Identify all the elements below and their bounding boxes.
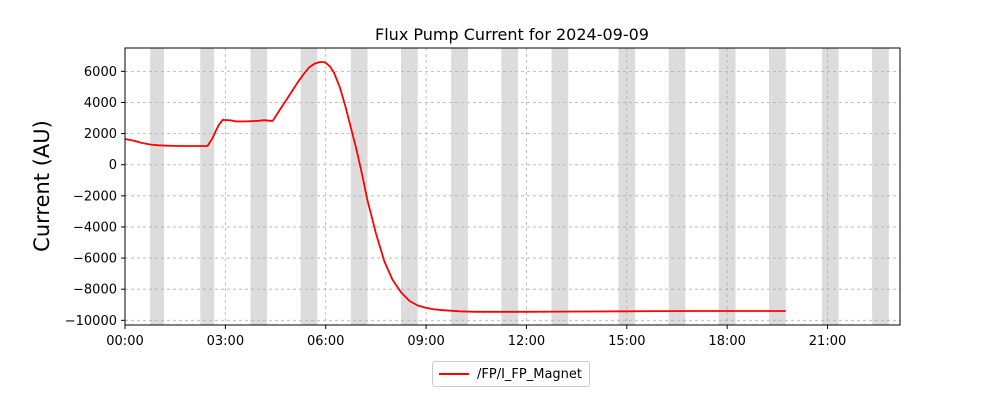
y-tick-label: −2000 [73, 189, 117, 204]
shaded-band [350, 48, 368, 325]
y-tick-label: 6000 [84, 65, 117, 80]
shaded-band [768, 48, 786, 325]
chart-title: Flux Pump Current for 2024-09-09 [375, 25, 649, 44]
shaded-band [451, 48, 468, 325]
legend: /FP/I_FP_Magnet [432, 361, 590, 387]
shaded-band [250, 48, 268, 325]
x-tick-label: 09:00 [407, 334, 444, 349]
series-line [124, 61, 786, 313]
x-tick-label: 15:00 [608, 334, 645, 349]
shaded-band [400, 48, 418, 325]
y-tick-label: 4000 [84, 96, 117, 111]
x-tick-label: 18:00 [708, 334, 745, 349]
shaded-band [501, 48, 519, 325]
y-axis-label: Current (AU) [30, 120, 54, 252]
legend-label: /FP/I_FP_Magnet [477, 366, 582, 382]
y-tick-label: 2000 [84, 127, 117, 142]
shaded-band [551, 48, 569, 325]
shaded-band [668, 48, 686, 325]
legend-swatch [439, 373, 469, 375]
x-tick-label: 06:00 [307, 334, 344, 349]
y-tick-label: 0 [109, 158, 117, 173]
shaded-band [150, 48, 165, 325]
shaded-band [821, 48, 839, 325]
y-tick-label: −8000 [73, 283, 117, 298]
x-tick-label: 21:00 [809, 334, 846, 349]
shaded-band [872, 48, 889, 325]
x-tick-label: 00:00 [106, 334, 143, 349]
y-tick-label: −10000 [65, 314, 117, 329]
shaded-band [200, 48, 215, 325]
shaded-band [300, 48, 318, 325]
x-tick-label: 12:00 [508, 334, 545, 349]
plot-frame [124, 47, 901, 326]
y-tick-label: −4000 [73, 220, 117, 235]
y-tick-label: −6000 [73, 252, 117, 267]
x-tick-label: 03:00 [207, 334, 244, 349]
